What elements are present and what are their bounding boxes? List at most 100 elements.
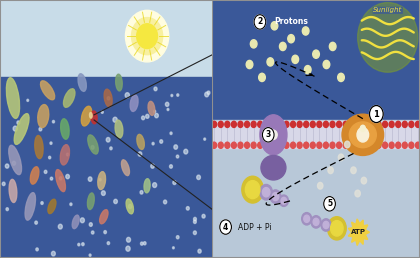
- Circle shape: [396, 121, 401, 127]
- Ellipse shape: [6, 78, 20, 118]
- Circle shape: [184, 149, 188, 154]
- Circle shape: [101, 191, 105, 196]
- Circle shape: [126, 10, 169, 62]
- Circle shape: [165, 102, 169, 106]
- Circle shape: [304, 215, 310, 222]
- Circle shape: [264, 142, 269, 148]
- Circle shape: [415, 142, 420, 148]
- Text: ADP + Pi: ADP + Pi: [238, 223, 272, 231]
- Ellipse shape: [89, 112, 92, 118]
- Circle shape: [304, 66, 311, 74]
- Circle shape: [225, 142, 230, 148]
- Circle shape: [66, 174, 69, 179]
- Circle shape: [376, 142, 381, 148]
- Circle shape: [259, 73, 265, 82]
- Circle shape: [110, 147, 112, 150]
- Circle shape: [279, 42, 286, 51]
- Circle shape: [304, 121, 309, 127]
- Circle shape: [260, 184, 273, 200]
- Ellipse shape: [60, 145, 69, 165]
- Circle shape: [238, 142, 243, 148]
- Circle shape: [356, 121, 361, 127]
- Circle shape: [155, 113, 158, 118]
- Circle shape: [138, 152, 142, 156]
- Circle shape: [225, 121, 230, 127]
- Circle shape: [131, 18, 163, 55]
- Text: 4: 4: [223, 223, 228, 231]
- Circle shape: [205, 92, 209, 97]
- Circle shape: [59, 177, 62, 180]
- Circle shape: [36, 248, 38, 251]
- Circle shape: [58, 224, 62, 229]
- Ellipse shape: [78, 74, 87, 91]
- Circle shape: [52, 120, 55, 123]
- Circle shape: [262, 188, 270, 197]
- Circle shape: [49, 156, 51, 159]
- Circle shape: [197, 175, 200, 180]
- Circle shape: [51, 251, 55, 256]
- Circle shape: [262, 128, 274, 142]
- Circle shape: [44, 170, 47, 173]
- Circle shape: [152, 142, 154, 145]
- Circle shape: [126, 246, 130, 251]
- Ellipse shape: [144, 179, 150, 193]
- Circle shape: [402, 121, 407, 127]
- Circle shape: [140, 242, 143, 245]
- Circle shape: [357, 128, 369, 142]
- Circle shape: [363, 121, 368, 127]
- Circle shape: [272, 192, 279, 201]
- Circle shape: [6, 208, 8, 211]
- Ellipse shape: [60, 119, 69, 139]
- Circle shape: [292, 55, 299, 63]
- Circle shape: [41, 201, 43, 204]
- Circle shape: [231, 121, 236, 127]
- Text: ATP: ATP: [351, 229, 366, 235]
- Bar: [212, 121, 420, 148]
- Circle shape: [284, 142, 289, 148]
- Ellipse shape: [104, 89, 112, 107]
- Circle shape: [176, 236, 179, 239]
- Circle shape: [344, 141, 350, 148]
- Circle shape: [170, 132, 172, 135]
- Circle shape: [338, 73, 344, 82]
- Polygon shape: [348, 219, 370, 245]
- Circle shape: [171, 94, 173, 96]
- Circle shape: [88, 177, 92, 181]
- Circle shape: [321, 219, 331, 231]
- Ellipse shape: [358, 3, 418, 72]
- Circle shape: [143, 242, 146, 245]
- Circle shape: [89, 223, 92, 226]
- Circle shape: [174, 145, 178, 149]
- Ellipse shape: [100, 210, 108, 224]
- Ellipse shape: [260, 115, 287, 155]
- Ellipse shape: [40, 81, 55, 100]
- Circle shape: [231, 142, 236, 148]
- Circle shape: [270, 130, 277, 139]
- Circle shape: [129, 204, 132, 208]
- Circle shape: [258, 121, 262, 127]
- Circle shape: [370, 106, 383, 123]
- Circle shape: [331, 221, 343, 236]
- Circle shape: [350, 121, 355, 127]
- Circle shape: [338, 154, 344, 161]
- Circle shape: [317, 142, 322, 148]
- Circle shape: [271, 142, 276, 148]
- Circle shape: [106, 138, 110, 142]
- Circle shape: [402, 142, 407, 148]
- Circle shape: [27, 99, 29, 101]
- Circle shape: [250, 40, 257, 48]
- Circle shape: [343, 121, 348, 127]
- Circle shape: [125, 93, 129, 98]
- Circle shape: [291, 121, 296, 127]
- Circle shape: [313, 50, 319, 58]
- Circle shape: [50, 142, 52, 144]
- Circle shape: [324, 197, 336, 211]
- Circle shape: [360, 125, 365, 132]
- Ellipse shape: [137, 134, 144, 149]
- Circle shape: [193, 231, 197, 235]
- Ellipse shape: [115, 120, 123, 138]
- Circle shape: [186, 207, 189, 210]
- Circle shape: [207, 91, 210, 94]
- Circle shape: [39, 127, 42, 131]
- Circle shape: [173, 247, 174, 249]
